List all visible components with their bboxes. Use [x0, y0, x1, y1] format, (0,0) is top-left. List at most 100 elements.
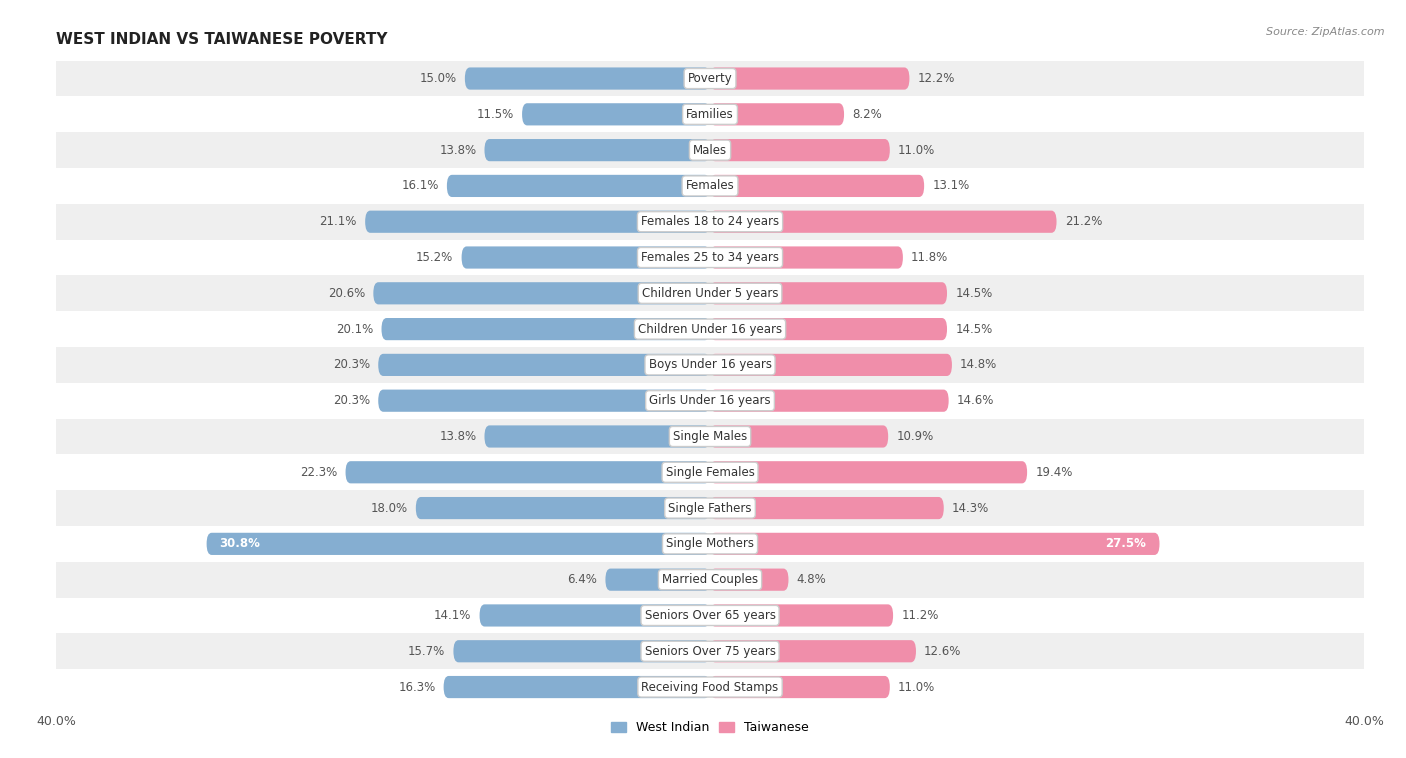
- Text: Single Males: Single Males: [673, 430, 747, 443]
- Text: 30.8%: 30.8%: [219, 537, 260, 550]
- FancyBboxPatch shape: [374, 282, 710, 305]
- FancyBboxPatch shape: [710, 354, 952, 376]
- FancyBboxPatch shape: [378, 354, 710, 376]
- Text: Females 25 to 34 years: Females 25 to 34 years: [641, 251, 779, 264]
- Text: 14.1%: 14.1%: [434, 609, 471, 622]
- Text: 13.8%: 13.8%: [439, 430, 477, 443]
- Text: Single Mothers: Single Mothers: [666, 537, 754, 550]
- FancyBboxPatch shape: [710, 282, 948, 305]
- Text: 20.1%: 20.1%: [336, 323, 374, 336]
- FancyBboxPatch shape: [207, 533, 710, 555]
- FancyBboxPatch shape: [461, 246, 710, 268]
- Text: 13.8%: 13.8%: [439, 143, 477, 157]
- FancyBboxPatch shape: [366, 211, 710, 233]
- FancyBboxPatch shape: [378, 390, 710, 412]
- FancyBboxPatch shape: [346, 461, 710, 484]
- Text: 11.5%: 11.5%: [477, 108, 515, 121]
- Bar: [56, 168, 1364, 204]
- FancyBboxPatch shape: [522, 103, 710, 125]
- Text: 15.2%: 15.2%: [416, 251, 453, 264]
- Bar: [56, 526, 1364, 562]
- FancyBboxPatch shape: [444, 676, 710, 698]
- Bar: [56, 61, 1364, 96]
- Text: Children Under 5 years: Children Under 5 years: [641, 287, 779, 300]
- Text: 15.0%: 15.0%: [419, 72, 457, 85]
- Text: 8.2%: 8.2%: [852, 108, 882, 121]
- Text: 16.3%: 16.3%: [398, 681, 436, 694]
- FancyBboxPatch shape: [710, 139, 890, 161]
- FancyBboxPatch shape: [710, 568, 789, 590]
- FancyBboxPatch shape: [710, 211, 1056, 233]
- Text: WEST INDIAN VS TAIWANESE POVERTY: WEST INDIAN VS TAIWANESE POVERTY: [56, 32, 388, 47]
- Text: 22.3%: 22.3%: [299, 465, 337, 479]
- Bar: [56, 312, 1364, 347]
- Text: Seniors Over 75 years: Seniors Over 75 years: [644, 645, 776, 658]
- FancyBboxPatch shape: [465, 67, 710, 89]
- Text: Seniors Over 65 years: Seniors Over 65 years: [644, 609, 776, 622]
- FancyBboxPatch shape: [606, 568, 710, 590]
- Bar: [56, 669, 1364, 705]
- Text: 16.1%: 16.1%: [401, 180, 439, 193]
- Text: 11.8%: 11.8%: [911, 251, 948, 264]
- Text: 14.5%: 14.5%: [955, 287, 993, 300]
- Bar: [56, 490, 1364, 526]
- Bar: [56, 383, 1364, 418]
- Bar: [56, 240, 1364, 275]
- Text: Single Fathers: Single Fathers: [668, 502, 752, 515]
- Text: 11.2%: 11.2%: [901, 609, 939, 622]
- Bar: [56, 562, 1364, 597]
- Text: 14.8%: 14.8%: [960, 359, 997, 371]
- FancyBboxPatch shape: [710, 246, 903, 268]
- FancyBboxPatch shape: [485, 139, 710, 161]
- Text: Source: ZipAtlas.com: Source: ZipAtlas.com: [1267, 27, 1385, 36]
- FancyBboxPatch shape: [710, 641, 915, 662]
- FancyBboxPatch shape: [479, 604, 710, 627]
- Text: 20.3%: 20.3%: [333, 359, 370, 371]
- Text: Females 18 to 24 years: Females 18 to 24 years: [641, 215, 779, 228]
- Text: 21.2%: 21.2%: [1064, 215, 1102, 228]
- Text: Married Couples: Married Couples: [662, 573, 758, 586]
- Text: 21.1%: 21.1%: [319, 215, 357, 228]
- Text: 13.1%: 13.1%: [932, 180, 970, 193]
- Bar: [56, 597, 1364, 634]
- Bar: [56, 275, 1364, 312]
- Text: Children Under 16 years: Children Under 16 years: [638, 323, 782, 336]
- FancyBboxPatch shape: [447, 175, 710, 197]
- Text: Single Females: Single Females: [665, 465, 755, 479]
- FancyBboxPatch shape: [453, 641, 710, 662]
- FancyBboxPatch shape: [416, 497, 710, 519]
- Text: Boys Under 16 years: Boys Under 16 years: [648, 359, 772, 371]
- FancyBboxPatch shape: [485, 425, 710, 447]
- Text: Girls Under 16 years: Girls Under 16 years: [650, 394, 770, 407]
- FancyBboxPatch shape: [710, 67, 910, 89]
- Text: Males: Males: [693, 143, 727, 157]
- FancyBboxPatch shape: [710, 604, 893, 627]
- Text: Families: Families: [686, 108, 734, 121]
- Text: 19.4%: 19.4%: [1035, 465, 1073, 479]
- Text: 14.3%: 14.3%: [952, 502, 990, 515]
- Text: Poverty: Poverty: [688, 72, 733, 85]
- FancyBboxPatch shape: [710, 461, 1028, 484]
- Bar: [56, 347, 1364, 383]
- Bar: [56, 454, 1364, 490]
- Text: 18.0%: 18.0%: [371, 502, 408, 515]
- Text: 11.0%: 11.0%: [898, 681, 935, 694]
- Text: 10.9%: 10.9%: [897, 430, 934, 443]
- Text: 20.3%: 20.3%: [333, 394, 370, 407]
- Bar: [56, 96, 1364, 132]
- FancyBboxPatch shape: [710, 175, 924, 197]
- Text: Females: Females: [686, 180, 734, 193]
- FancyBboxPatch shape: [710, 103, 844, 125]
- Legend: West Indian, Taiwanese: West Indian, Taiwanese: [612, 721, 808, 735]
- Bar: [56, 204, 1364, 240]
- FancyBboxPatch shape: [710, 533, 1160, 555]
- Text: 14.6%: 14.6%: [957, 394, 994, 407]
- Text: 12.6%: 12.6%: [924, 645, 962, 658]
- FancyBboxPatch shape: [710, 318, 948, 340]
- FancyBboxPatch shape: [710, 676, 890, 698]
- Text: 6.4%: 6.4%: [568, 573, 598, 586]
- Text: 20.6%: 20.6%: [328, 287, 366, 300]
- FancyBboxPatch shape: [710, 497, 943, 519]
- Text: 27.5%: 27.5%: [1105, 537, 1146, 550]
- FancyBboxPatch shape: [710, 390, 949, 412]
